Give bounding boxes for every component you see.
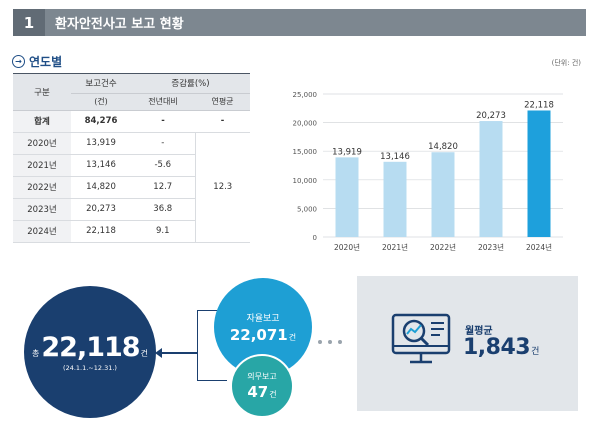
bar-value-label: 22,118 <box>524 100 554 110</box>
row-label: 2021년 <box>13 154 71 177</box>
table-row: 2023년 20,273 36.8 <box>13 198 250 221</box>
y-tick-label: 5,000 <box>297 205 317 213</box>
x-tick-label: 2023년 <box>478 242 504 252</box>
arrow-right-circle-icon: → <box>12 55 25 68</box>
y-tick-label: 25,000 <box>293 91 318 99</box>
section-label: 연도별 <box>29 55 63 69</box>
monthly-value: 1,843 <box>463 335 531 360</box>
dot <box>318 340 322 344</box>
row-yoy: 36.8 <box>131 198 195 221</box>
page-title: 환자안전사고 보고 현황 <box>55 17 184 32</box>
row-label: 2024년 <box>13 220 71 243</box>
monthly-average-panel: 월평균 1,843 건 <box>357 276 578 411</box>
total-period: (24.1.1.~12.31.) <box>63 364 117 372</box>
section-heading: → 연도별 <box>12 53 62 70</box>
total-circle: 총 22,118 건 (24.1.1.~12.31.) <box>24 286 156 418</box>
header-reports-unit: (건) <box>71 93 131 111</box>
mandatory-value: 47 <box>247 383 269 401</box>
reports-table: 구분 보고건수 증감률(%) (건) 전년대비 연평균 합계 84,276 - … <box>13 74 250 243</box>
bar-value-label: 13,146 <box>380 152 410 162</box>
table-row: 합계 84,276 - - <box>13 110 250 133</box>
row-yoy: -5.6 <box>131 154 195 177</box>
table-row: 2020년 13,919 - 12.3 <box>13 132 250 243</box>
unit-label: (단위: 건) <box>551 59 581 67</box>
bar <box>527 110 551 237</box>
annual-avg-value: 12.3 <box>194 132 250 243</box>
row-avg: - <box>195 110 250 133</box>
header-annual-avg: 연평균 <box>195 93 250 111</box>
row-count: 84,276 <box>71 110 131 133</box>
header-category: 구분 <box>13 74 71 111</box>
row-count: 13,146 <box>71 154 131 177</box>
x-tick-label: 2021년 <box>382 242 408 252</box>
dot <box>328 340 332 344</box>
table-row: 2024년 22,118 9.1 <box>13 220 250 243</box>
connector-bracket <box>197 310 227 381</box>
total-value: 22,118 <box>41 332 140 363</box>
bar-value-label: 14,820 <box>428 142 458 152</box>
row-yoy: 9.1 <box>131 220 195 243</box>
y-tick-label: 20,000 <box>293 120 318 128</box>
bar-value-label: 13,919 <box>332 147 362 157</box>
row-count: 20,273 <box>71 198 131 221</box>
row-label: 2022년 <box>13 176 71 199</box>
x-tick-label: 2022년 <box>430 242 456 252</box>
row-count: 22,118 <box>71 220 131 243</box>
connector-line <box>158 352 198 354</box>
row-yoy: - <box>131 132 195 155</box>
voluntary-label: 자율보고 <box>246 313 280 324</box>
header-growth: 증감률(%) <box>131 74 250 94</box>
y-tick-label: 15,000 <box>293 148 318 156</box>
monitor-chart-icon <box>391 313 451 364</box>
row-count: 13,919 <box>71 132 131 155</box>
header-reports: 보고건수 <box>71 74 131 94</box>
y-tick-label: 0 <box>313 234 317 242</box>
row-label: 합계 <box>13 110 71 133</box>
row-count: 14,820 <box>71 176 131 199</box>
reports-bar-chart: 0 5,000 10,000 15,000 20,000 25,000 13,919 2020… <box>293 91 563 252</box>
mandatory-suffix: 건 <box>269 390 277 399</box>
bar <box>431 152 455 237</box>
bar <box>479 121 503 237</box>
dot <box>338 340 342 344</box>
voluntary-suffix: 건 <box>288 332 297 342</box>
mandatory-circle: 의무보고 47 건 <box>230 354 294 418</box>
row-label: 2023년 <box>13 198 71 221</box>
bar-value-label: 20,273 <box>476 111 506 121</box>
y-tick-label: 10,000 <box>293 177 318 185</box>
ellipsis-dots <box>318 340 348 344</box>
row-yoy: 12.7 <box>131 176 195 199</box>
x-tick-label: 2020년 <box>334 242 360 252</box>
section-number: 1 <box>13 9 45 36</box>
monthly-label: 월평균 <box>465 326 493 337</box>
monthly-suffix: 건 <box>531 347 540 357</box>
title-bar: 1 환자안전사고 보고 현황 <box>13 9 586 36</box>
header-yoy: 전년대비 <box>131 93 195 111</box>
summary-area: 총 22,118 건 (24.1.1.~12.31.) 자율보고 22,071 … <box>0 266 590 423</box>
row-yoy: - <box>131 110 195 133</box>
row-label: 2020년 <box>13 132 71 155</box>
mandatory-label: 의무보고 <box>247 372 277 381</box>
table-row: 2022년 14,820 12.7 <box>13 176 250 199</box>
bar <box>335 157 359 237</box>
voluntary-value: 22,071 <box>229 325 288 344</box>
total-prefix: 총 <box>32 349 40 358</box>
table-row: 2021년 13,146 -5.6 <box>13 154 250 177</box>
bar <box>383 161 407 237</box>
arrow-left-icon <box>155 348 162 358</box>
total-suffix: 건 <box>140 349 148 358</box>
x-tick-label: 2024년 <box>526 242 552 252</box>
